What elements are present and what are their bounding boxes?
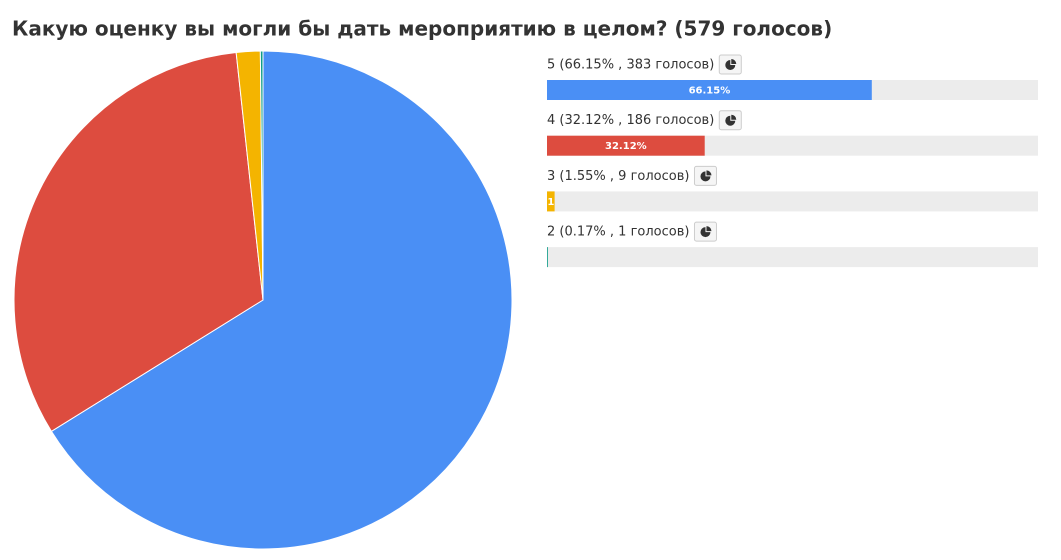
pie-slice xyxy=(259,50,264,301)
chart-button[interactable] xyxy=(718,54,742,75)
bar xyxy=(547,80,872,100)
button-icon xyxy=(700,170,712,182)
bar-track xyxy=(547,191,1038,212)
button-icon xyxy=(725,114,737,126)
option-label: 5 (66.15% , 383 голосов) xyxy=(547,58,714,73)
chart-button[interactable] xyxy=(718,110,742,131)
button-icon xyxy=(700,226,712,238)
poll-title: Какую оценку вы могли бы дать мероприяти… xyxy=(12,17,832,41)
bar xyxy=(547,135,705,156)
chart-button[interactable] xyxy=(693,165,717,186)
button-icon xyxy=(725,59,737,70)
pie-slice xyxy=(13,51,264,433)
bar xyxy=(547,247,548,268)
option-label: 4 (32.12% , 186 голосов) xyxy=(547,113,714,128)
option-label: 2 (0.17% , 1 голосов) xyxy=(547,225,689,240)
pie-slice xyxy=(50,50,513,550)
bar-label: 1 xyxy=(547,197,554,208)
bar-label: 32.12% xyxy=(605,141,647,152)
chart-button[interactable] xyxy=(693,221,717,242)
bar xyxy=(547,191,555,212)
bar-track xyxy=(547,247,1038,268)
option-label: 3 (1.55% , 9 голосов) xyxy=(547,169,689,184)
bar-label: 66.15% xyxy=(689,86,731,97)
